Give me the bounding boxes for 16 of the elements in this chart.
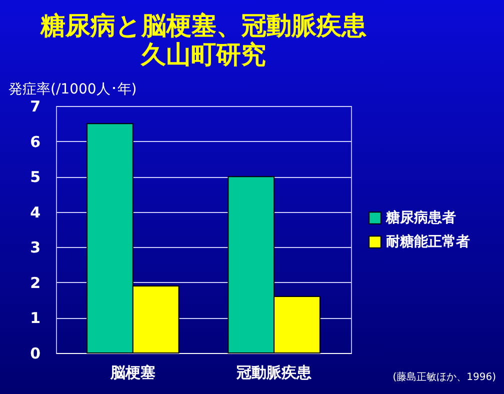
y-tick-label: 6 (30, 132, 40, 151)
chart-subtitle: 久山町研究 (140, 40, 266, 69)
y-tick-label: 3 (30, 238, 40, 257)
y-axis-title: 発症率(/1000人･年) (8, 82, 137, 98)
y-tick-label: 4 (30, 203, 40, 222)
y-tick-label: 0 (30, 344, 40, 362)
x-tick-label: 冠動脈疾患 (236, 364, 313, 382)
text: (藤島正敏ほか、1996) (392, 370, 496, 384)
chart-title: 糖尿病と脳梗塞、冠動脈疾患 (40, 11, 366, 40)
legend-label: 糖尿病患者 (385, 209, 456, 226)
x-tick-label: 脳梗塞 (109, 364, 156, 382)
y-tick-label: 1 (30, 309, 40, 328)
y-tick-label: 5 (30, 168, 40, 186)
legend-label: 耐糖能正常者 (386, 233, 470, 250)
y-tick-label: 7 (30, 98, 40, 116)
y-tick-label: 2 (30, 274, 40, 292)
